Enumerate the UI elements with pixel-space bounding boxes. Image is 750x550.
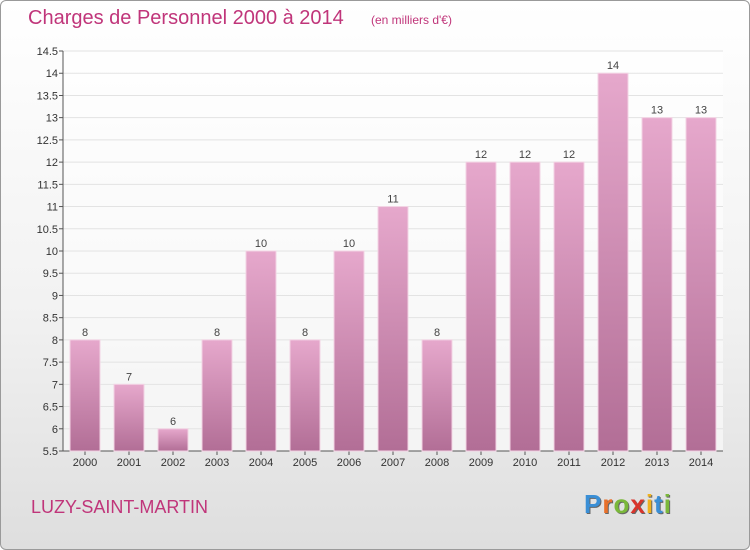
bar-2003: [201, 339, 233, 452]
bar-2005: [289, 339, 321, 452]
value-label-2006: 10: [343, 238, 355, 250]
value-label-2009: 12: [475, 149, 487, 161]
bar-2013: [641, 117, 673, 452]
y-tick-label: 8.5: [43, 313, 58, 325]
logo-letter: o: [613, 489, 631, 519]
bar-2012: [597, 72, 629, 452]
bar-2009: [465, 161, 497, 452]
unit-note: (en milliers d'€): [371, 13, 452, 27]
y-tick-label: 11: [47, 202, 58, 214]
logo-letter: P: [584, 489, 603, 519]
bar-2014: [685, 117, 717, 452]
value-label-2007: 11: [387, 194, 398, 206]
logo-letter: i: [663, 489, 672, 519]
x-tick-label-2011: 2011: [557, 457, 581, 469]
y-tick-label: 10.5: [37, 224, 58, 236]
x-tick-label-2004: 2004: [249, 457, 273, 469]
logo-letter: r: [602, 489, 614, 519]
y-tick-label: 13.5: [37, 90, 58, 102]
y-tick-label: 6.5: [43, 402, 58, 414]
value-label-2008: 8: [434, 327, 440, 339]
bar-2002: [157, 428, 189, 452]
chart-title: Charges de Personnel 2000 à 2014: [28, 7, 344, 29]
x-tick-label-2013: 2013: [645, 457, 669, 469]
x-tick-label-2001: 2001: [117, 457, 141, 469]
value-label-2005: 8: [302, 327, 308, 339]
x-tick-label-2012: 2012: [601, 457, 625, 469]
y-tick-label: 9: [52, 290, 58, 302]
bar-2006: [333, 250, 365, 452]
y-tick-label: 10: [46, 246, 58, 258]
x-tick-label-2009: 2009: [469, 457, 493, 469]
y-tick-label: 12.5: [37, 135, 58, 147]
value-label-2000: 8: [82, 327, 88, 339]
y-tick-label: 5.5: [43, 446, 58, 458]
value-label-2013: 13: [651, 105, 663, 117]
proxiti-logo: Proxiti: [584, 489, 672, 520]
value-labels: 8 7 6 8 10 8 10 11 8 12 12 12 14 13 13: [82, 60, 707, 428]
value-label-2014: 13: [695, 105, 707, 117]
commune-name: LUZY-SAINT-MARTIN: [31, 497, 209, 517]
bar-2010: [509, 161, 541, 452]
y-tick-label: 13: [46, 113, 58, 125]
value-label-2004: 10: [255, 238, 267, 250]
bar-2001: [113, 383, 145, 452]
value-label-2011: 12: [563, 149, 575, 161]
value-label-2003: 8: [214, 327, 220, 339]
bar-2004: [245, 250, 277, 452]
y-tick-label: 14: [46, 68, 58, 80]
y-tick-label: 6: [52, 424, 58, 436]
y-tick-label: 7.5: [43, 357, 58, 369]
value-label-2010: 12: [519, 149, 531, 161]
y-tick-label: 12: [46, 157, 58, 169]
y-tick-label: 14.5: [37, 46, 58, 58]
x-tick-labels: 2000 2001 2002 2003 2004 2005 2006 2007 2008 2009…: [73, 457, 713, 469]
value-label-2012: 14: [607, 60, 619, 72]
x-tick-label-2008: 2008: [425, 457, 449, 469]
x-tick-label-2003: 2003: [205, 457, 229, 469]
x-tick-label-2005: 2005: [293, 457, 317, 469]
y-tick-label: 8: [52, 335, 58, 347]
bars: [69, 72, 717, 452]
y-tick-labels: 5.5 6 6.5 7 7.5 8 8.5 9 9.5 10 10.5 11 11.5 12 12.5 13 1…: [37, 46, 58, 458]
x-tick-label-2007: 2007: [381, 457, 405, 469]
x-tick-label-2006: 2006: [337, 457, 361, 469]
bar-2000: [69, 339, 101, 452]
y-tick-label: 9.5: [43, 268, 58, 280]
logo-letter: x: [630, 489, 646, 519]
bar-2011: [553, 161, 585, 452]
x-tick-label-2010: 2010: [513, 457, 537, 469]
logo-letter: t: [654, 489, 664, 519]
bar-2008: [421, 339, 453, 452]
value-label-2001: 7: [126, 371, 132, 383]
x-tick-label-2002: 2002: [161, 457, 185, 469]
x-tick-label-2014: 2014: [689, 457, 713, 469]
x-tick-label-2000: 2000: [73, 457, 97, 469]
value-label-2002: 6: [170, 416, 176, 428]
bar-2007: [377, 206, 409, 452]
y-tick-label: 11.5: [37, 179, 58, 191]
logo-letter: i: [645, 489, 655, 519]
y-tick-label: 7: [52, 379, 58, 391]
